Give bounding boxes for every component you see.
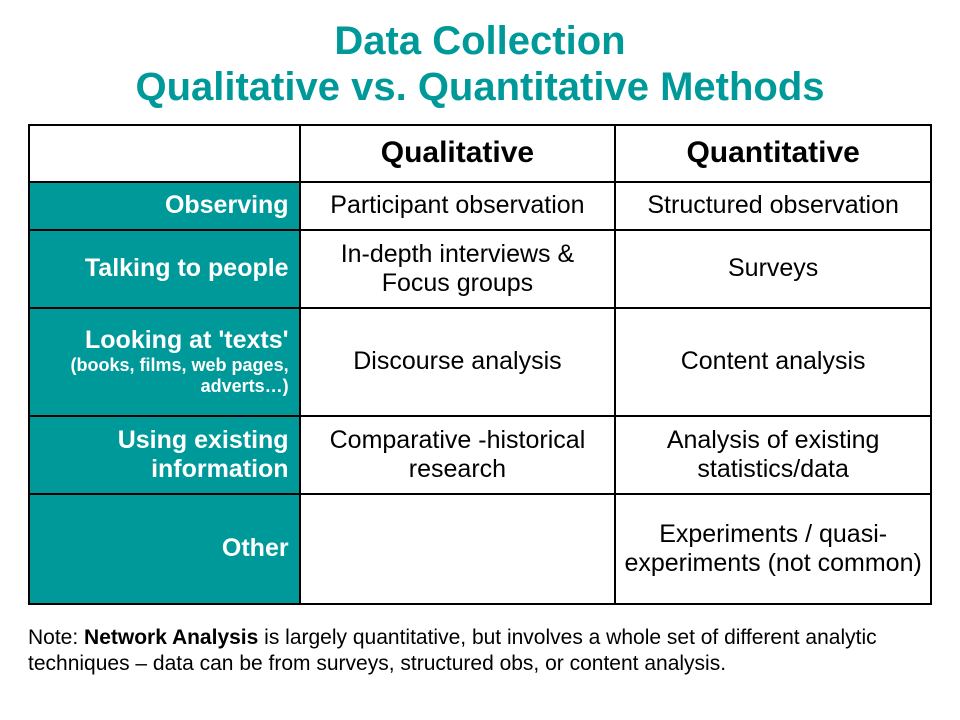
- cell-qual: In-depth interviews & Focus groups: [300, 230, 616, 308]
- table-row: Observing Participant observation Struct…: [29, 182, 931, 230]
- cell-quant: Analysis of existing statistics/data: [615, 416, 931, 494]
- note-prefix: Note:: [28, 626, 84, 649]
- row-header-label: Using existing information: [118, 426, 289, 483]
- cell-quant: Content analysis: [615, 308, 931, 416]
- cell-qual: Discourse analysis: [300, 308, 616, 416]
- table-header-row: Qualitative Quantitative: [29, 125, 931, 182]
- row-header-other: Other: [29, 494, 300, 604]
- cell-quant: Structured observation: [615, 182, 931, 230]
- footnote: Note: Network Analysis is largely quanti…: [28, 625, 932, 678]
- note-lead: Network Analysis: [84, 626, 258, 649]
- row-header-label: Talking to people: [85, 254, 289, 282]
- header-qualitative: Qualitative: [300, 125, 616, 182]
- table-row: Other Experiments / quasi-experiments (n…: [29, 494, 931, 604]
- row-header-observing: Observing: [29, 182, 300, 230]
- cell-qual: [300, 494, 616, 604]
- row-header-label: Other: [222, 534, 289, 562]
- cell-qual: Comparative -historical research: [300, 416, 616, 494]
- cell-quant: Experiments / quasi-experiments (not com…: [615, 494, 931, 604]
- row-header-existing: Using existing information: [29, 416, 300, 494]
- row-header-label: Looking at 'texts': [85, 326, 289, 354]
- header-quantitative: Quantitative: [615, 125, 931, 182]
- slide-title: Data Collection Qualitative vs. Quantita…: [28, 18, 932, 110]
- row-header-talking: Talking to people: [29, 230, 300, 308]
- row-header-sublabel: (books, films, web pages, adverts…): [36, 355, 289, 396]
- title-line-2: Qualitative vs. Quantitative Methods: [135, 65, 824, 109]
- row-header-label: Observing: [165, 191, 289, 219]
- table-row: Looking at 'texts' (books, films, web pa…: [29, 308, 931, 416]
- methods-table: Qualitative Quantitative Observing Parti…: [28, 124, 932, 605]
- table-row: Using existing information Comparative -…: [29, 416, 931, 494]
- table-row: Talking to people In-depth interviews & …: [29, 230, 931, 308]
- title-line-1: Data Collection: [334, 19, 625, 63]
- cell-quant: Surveys: [615, 230, 931, 308]
- cell-qual: Participant observation: [300, 182, 616, 230]
- header-blank: [29, 125, 300, 182]
- row-header-texts: Looking at 'texts' (books, films, web pa…: [29, 308, 300, 416]
